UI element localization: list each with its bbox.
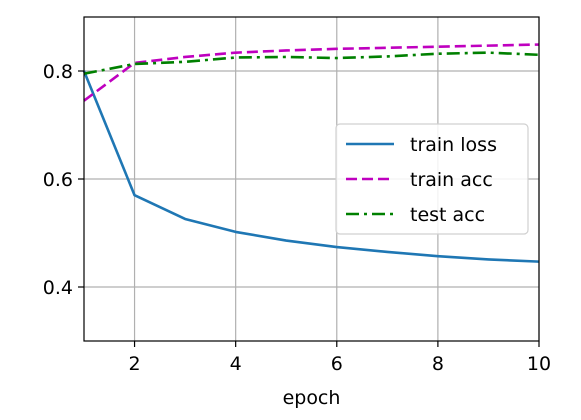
x-tick-label: 8 (432, 353, 444, 375)
x-tick-label: 2 (129, 353, 141, 375)
axis-ticks: 2 4 6 8 10 0.4 0.6 0.8 (43, 61, 551, 375)
series-lines (82, 43, 540, 263)
x-tick-label: 6 (331, 353, 343, 375)
x-tick-label: 4 (230, 353, 242, 375)
x-tick-label: 10 (527, 353, 551, 375)
legend-box (335, 123, 529, 235)
y-tick-label: 0.8 (43, 61, 73, 83)
legend-label: train acc (410, 169, 493, 191)
series-line-2 (83, 43, 540, 102)
x-axis-label: epoch (283, 387, 341, 409)
legend: train loss train acc test acc (335, 123, 529, 235)
series-line-1 (82, 70, 540, 263)
y-tick-label: 0.4 (43, 277, 73, 299)
legend-label: test acc (410, 204, 485, 226)
series-line-3 (83, 51, 540, 75)
legend-label: train loss (410, 134, 497, 156)
y-tick-label: 0.6 (43, 169, 73, 191)
